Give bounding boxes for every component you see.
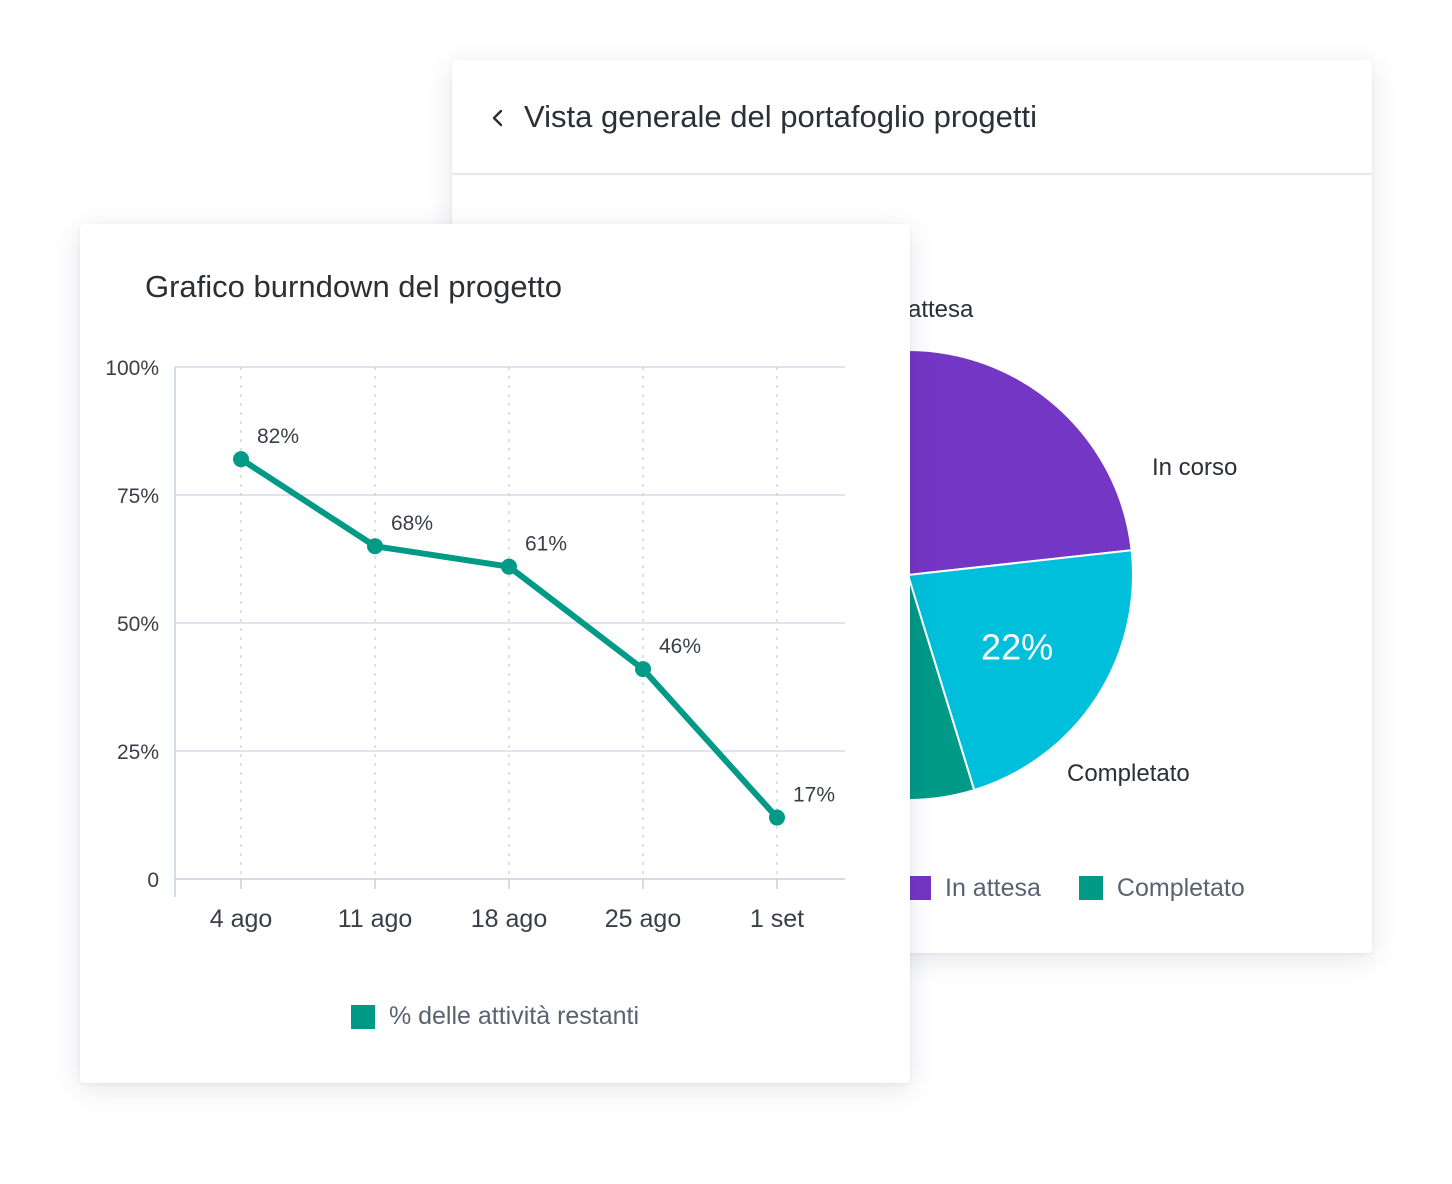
data-label-4: 17% [793, 784, 835, 807]
data-label-0: 82% [257, 425, 299, 448]
pie-value-label-1: 22% [981, 627, 1053, 668]
pie-label-in-progress: In corso [1152, 454, 1237, 481]
burndown-card: Grafico burndown del progetto 0 25% 50% 75%… [80, 224, 910, 1083]
x-tick-label-2: 18 ago [471, 905, 547, 933]
back-chevron-icon[interactable] [488, 103, 508, 133]
x-tick-label-4: 1 set [750, 905, 804, 933]
x-tick-label-0: 4 ago [210, 905, 273, 933]
data-label-1: 68% [391, 512, 433, 535]
legend-swatch-completed [1078, 876, 1103, 900]
line-chart: 0 25% 50% 75% 100% 4 ago 11 ago 18 ago 25 ago 1 s… [105, 357, 845, 933]
data-point-1[interactable] [367, 538, 383, 555]
data-point-3[interactable] [635, 661, 651, 678]
data-point-2[interactable] [501, 558, 517, 575]
x-tick-label-1: 11 ago [338, 905, 413, 933]
legend-item-waiting[interactable]: In attesa [907, 874, 1041, 903]
legend-label-waiting: In attesa [945, 873, 1041, 902]
x-tick-label-3: 25 ago [605, 905, 681, 933]
y-tick-label-2: 50% [117, 613, 159, 636]
legend-swatch-remaining [350, 1004, 375, 1029]
pie-label-waiting: attesa [908, 296, 974, 323]
pie-legend: In attesa Completato [907, 871, 1283, 905]
y-tick-label-1: 25% [117, 741, 159, 764]
line-legend: % delle attività restanti [80, 1002, 910, 1031]
burndown-title: Grafico burndown del progetto [145, 269, 563, 304]
portfolio-title: Vista generale del portafoglio progetti [524, 99, 1037, 134]
legend-label-remaining[interactable]: % delle attività restanti [388, 1002, 640, 1030]
data-point-0[interactable] [233, 451, 249, 468]
y-tick-label-3: 75% [117, 485, 159, 508]
legend-swatch-waiting [907, 876, 931, 900]
data-label-3: 46% [659, 635, 701, 658]
data-label-2: 61% [525, 533, 567, 556]
portfolio-header: Vista generale del portafoglio progetti [452, 60, 1372, 175]
pie-label-completed: Completato [1067, 760, 1190, 787]
legend-label-completed: Completato [1116, 873, 1245, 902]
data-point-4[interactable] [769, 809, 785, 826]
pie-slice-1[interactable] [906, 549, 1134, 792]
y-tick-label-0: 0 [147, 869, 159, 892]
legend-item-completed[interactable]: Completato [1078, 873, 1245, 903]
y-tick-label-4: 100% [105, 357, 159, 380]
